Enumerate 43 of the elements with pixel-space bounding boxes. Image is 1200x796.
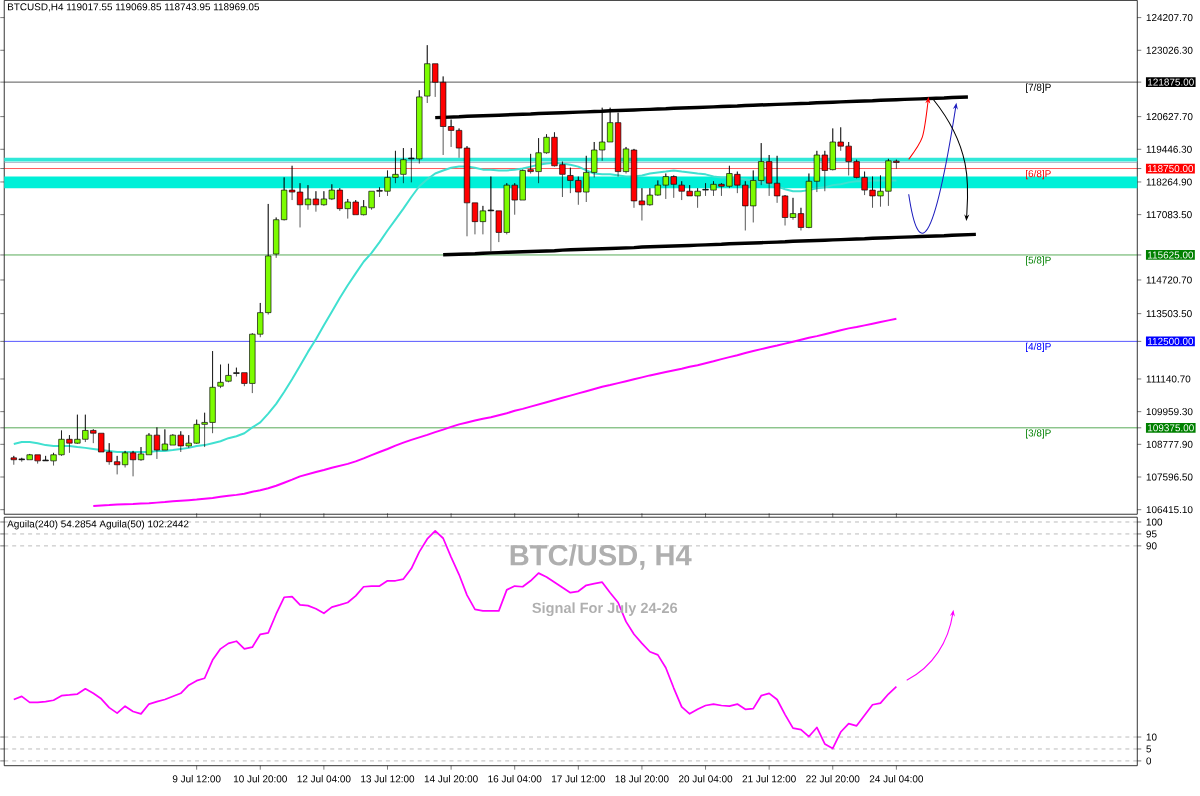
- y-tick-label: 95: [1146, 530, 1157, 538]
- ref-line-label: [4/8]P: [1026, 342, 1051, 353]
- y-tick-label: 113503.50: [1146, 310, 1192, 318]
- y-tick-label: 118264.90: [1146, 178, 1192, 186]
- x-tick-label: 24 Jul 04:00: [869, 775, 924, 783]
- x-tick-label: 14 Jul 20:00: [424, 775, 478, 783]
- y-tick-label: 5: [1146, 745, 1152, 753]
- x-tick-label: 21 Jul 12:00: [742, 775, 796, 783]
- x-tick-label: 17 Jul 12:00: [552, 775, 605, 783]
- y-tick-label: 100: [1146, 518, 1163, 526]
- y-tick-label: 108777.90: [1146, 441, 1193, 449]
- y-tick-label: 106415.10: [1146, 506, 1193, 514]
- y-tick-label: 109959.30: [1146, 408, 1193, 416]
- x-tick-label: 9 Jul 12:00: [172, 775, 221, 783]
- y-tick-label: 0: [1146, 757, 1152, 765]
- x-tick-label: 13 Jul 12:00: [361, 775, 415, 783]
- y-tick-label: 121875.00: [1148, 78, 1194, 86]
- y-tick-label: 120627.70: [1146, 113, 1193, 121]
- ref-line-label: [5/8]P: [1026, 256, 1051, 266]
- y-tick-label: 118750.00: [1148, 165, 1194, 173]
- chart-title: Aguila(240) 54.2854 Aguila(50) 102.2442: [7, 520, 189, 530]
- y-tick-label: 123026.30: [1146, 46, 1193, 55]
- ref-line-label: [3/8]P: [1026, 429, 1051, 439]
- y-tick-label: 90: [1146, 542, 1157, 550]
- y-tick-label: 109375.00: [1148, 424, 1194, 432]
- x-tick-label: 22 Jul 20:00: [806, 775, 860, 783]
- annotation: BTC/USD, H4: [510, 544, 692, 571]
- y-tick-label: 111140.70: [1146, 375, 1191, 383]
- y-tick-label: 124207.70: [1146, 14, 1193, 22]
- x-tick-label: 18 Jul 20:00: [615, 775, 669, 783]
- chart-title: BTCUSD,H4 119017.55 119069.85 118743.95 118969.05: [7, 3, 260, 12]
- x-tick-label: 10 Jul 20:00: [233, 775, 287, 783]
- y-tick-label: 112500.00: [1148, 338, 1194, 346]
- y-tick-label: 107596.50: [1146, 473, 1193, 481]
- ref-line-label: [7/8]P: [1026, 83, 1051, 93]
- x-tick-label: 20 Jul 04:00: [678, 775, 733, 783]
- y-tick-label: 114720.70: [1146, 276, 1192, 284]
- y-tick-label: 119446.30: [1146, 146, 1192, 154]
- y-tick-label: 117083.50: [1146, 211, 1192, 219]
- y-tick-label: 115625.00: [1148, 251, 1194, 259]
- x-tick-label: 16 Jul 04:00: [488, 775, 542, 783]
- y-tick-label: 10: [1146, 733, 1157, 741]
- x-tick-label: 12 Jul 04:00: [297, 775, 351, 783]
